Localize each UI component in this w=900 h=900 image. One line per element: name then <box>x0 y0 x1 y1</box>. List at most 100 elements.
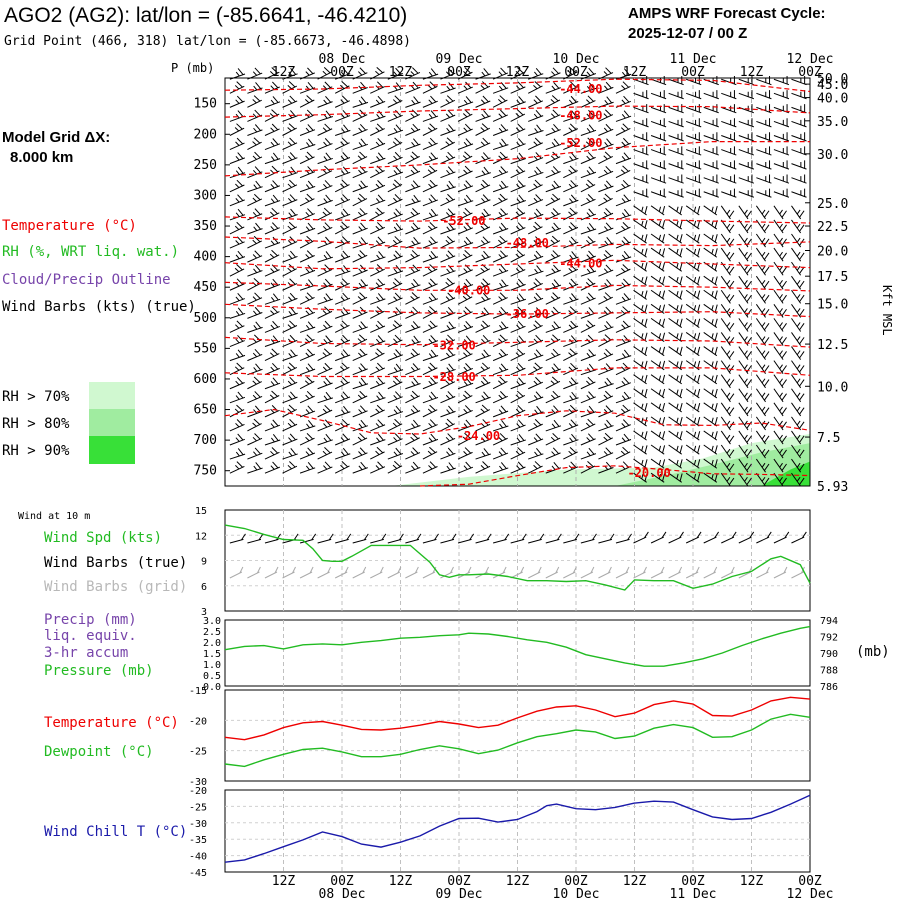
wind-barb-shaft <box>755 458 766 473</box>
wind-barb-shaft <box>791 205 802 220</box>
wind-barb-flag <box>324 447 331 454</box>
wind-barb-shaft <box>738 388 749 403</box>
wind-barb-flag <box>465 96 472 103</box>
wind-barb-flag <box>395 82 402 90</box>
wind-barb-flag <box>620 267 626 273</box>
wind-barb-shaft <box>387 381 403 390</box>
wind-barb-flag <box>761 322 766 327</box>
wind-barb-flag <box>307 124 314 131</box>
wind-barb-flag <box>341 278 349 285</box>
wind-barb-flag <box>305 394 310 400</box>
wind-barb-flag <box>324 123 331 130</box>
wind-barb-flag <box>445 338 450 343</box>
wind-barb-shaft <box>334 157 351 165</box>
wind-barb-shaft <box>317 382 333 390</box>
wind-barb-shaft <box>528 100 544 108</box>
wind-chill-frame <box>224 789 811 873</box>
wind-barb-flag <box>394 433 402 440</box>
wind-barb-flag <box>605 81 612 89</box>
wind-barb-flag <box>761 378 766 384</box>
wind-barb-shaft <box>668 191 684 198</box>
wind-barb-shaft <box>773 135 790 142</box>
wind-barb-shaft <box>668 120 684 128</box>
temperature-tick-label: -15 <box>189 686 207 697</box>
wind-barb-flag <box>697 445 701 454</box>
wind-barb-flag <box>621 353 626 358</box>
wind-barb-flag <box>662 360 666 369</box>
surface-barb-grid <box>309 566 314 574</box>
wind-barb-flag <box>605 348 612 356</box>
wind-barb-flag <box>360 96 367 104</box>
wind-barb-flag <box>271 362 279 370</box>
wind-barb-shaft <box>440 114 456 122</box>
wind-barb-flag <box>463 282 468 288</box>
wind-barb-shaft <box>229 396 246 404</box>
wind-barb-flag <box>779 392 783 398</box>
surface-barb-grid <box>730 566 735 574</box>
wind-barb-flag <box>376 296 381 302</box>
wind-barb-flag <box>714 206 718 215</box>
pressure-tick-label: 786 <box>820 682 838 693</box>
isotherm-label: -52.00 <box>559 136 602 150</box>
wind-barb-flag <box>534 362 542 369</box>
wind-barb-shaft <box>247 452 263 460</box>
wind-barb-flag <box>272 138 279 145</box>
wind-barb-shaft <box>598 395 614 404</box>
wind-barb-flag <box>254 349 261 356</box>
wind-barb-flag <box>498 113 503 118</box>
wind-barb-flag <box>570 137 577 145</box>
wind-barb-flag <box>306 376 313 383</box>
wind-barb-shaft <box>440 186 456 193</box>
wind-barb-flag <box>588 447 595 455</box>
wind-barb-flag <box>533 141 538 146</box>
wind-barb-flag <box>235 212 240 217</box>
wind-barb-flag <box>726 434 731 440</box>
wind-barb-flag <box>711 291 714 297</box>
wind-barb-shaft <box>317 143 333 151</box>
isotherm-line <box>224 236 811 249</box>
wind-barb-shaft <box>510 269 526 277</box>
wind-barb-shaft <box>422 184 438 193</box>
wind-barb-shaft <box>668 275 683 286</box>
wind-barb-flag <box>375 127 380 132</box>
wind-barb-flag <box>553 419 560 427</box>
wind-barb-flag <box>569 67 577 74</box>
wind-barb-flag <box>237 292 244 300</box>
wind-barb-shaft <box>528 453 544 460</box>
wind-barb-flag <box>605 222 612 230</box>
surface-barb-grid <box>362 566 367 574</box>
height-tick-label: 50.0 <box>817 72 848 87</box>
wind-barb-shaft <box>650 472 665 483</box>
wind-barb-shaft <box>247 467 263 474</box>
wind-barb-shaft <box>580 73 596 80</box>
wind-barb-shaft <box>422 298 439 305</box>
wind-barb-shaft <box>492 198 508 207</box>
wind-barb-flag <box>255 180 262 188</box>
wind-barb-flag <box>553 81 560 89</box>
wind-barb-flag <box>697 234 701 243</box>
wind-barb-shaft <box>457 170 473 179</box>
wind-barb-shaft <box>405 395 420 404</box>
wind-barb-shaft <box>440 240 456 249</box>
wind-barb-shaft <box>703 135 719 142</box>
wind-barb-flag <box>447 151 454 159</box>
wind-barb-flag <box>252 197 257 202</box>
wind-barb-flag <box>761 364 766 370</box>
wind-barb-flag <box>340 464 345 470</box>
wind-barb-shaft <box>791 388 802 403</box>
wind-barb-shaft <box>703 191 719 198</box>
wind-barb-flag <box>605 208 612 215</box>
wind-barb-shaft <box>492 395 508 404</box>
wind-barb-flag <box>516 423 521 428</box>
wind-barb-flag <box>605 123 612 131</box>
wind-barb-flag <box>697 290 701 299</box>
surface-barb-true <box>247 538 262 544</box>
wind-barb-flag <box>270 339 275 344</box>
wind-barb-flag <box>237 110 244 117</box>
wind-barb-flag <box>412 207 419 215</box>
wind-tick-label: 12 <box>195 531 207 542</box>
wind-barb-flag <box>358 324 363 330</box>
wind-barb-flag <box>270 156 275 161</box>
wind-barb-flag <box>323 338 328 344</box>
wind-barb-flag <box>796 322 801 327</box>
